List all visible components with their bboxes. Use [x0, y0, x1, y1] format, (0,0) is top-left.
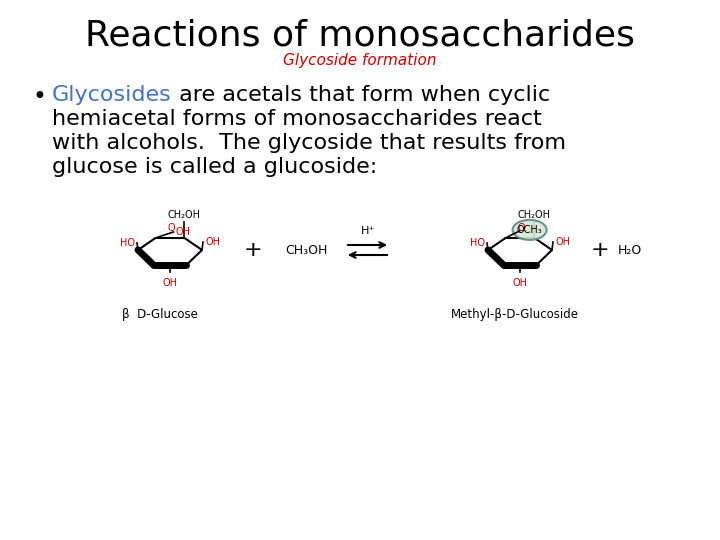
- Text: HO: HO: [470, 238, 485, 248]
- Text: CH₂OH: CH₂OH: [168, 210, 201, 220]
- Text: HO: HO: [120, 238, 135, 248]
- Text: O: O: [167, 223, 175, 233]
- Text: Glycosides: Glycosides: [52, 85, 172, 105]
- Text: are acetals that form when cyclic: are acetals that form when cyclic: [172, 85, 550, 105]
- Text: β  D-Glucose: β D-Glucose: [122, 308, 198, 321]
- Text: CH₂OH: CH₂OH: [518, 210, 551, 220]
- Text: Reactions of monosaccharides: Reactions of monosaccharides: [85, 18, 635, 52]
- Text: OCH₃: OCH₃: [517, 225, 542, 235]
- Text: OH: OH: [176, 227, 191, 237]
- Text: H⁺: H⁺: [361, 226, 374, 236]
- Text: hemiacetal forms of monosaccharides react: hemiacetal forms of monosaccharides reac…: [52, 109, 541, 129]
- Text: Methyl-β-D-Glucoside: Methyl-β-D-Glucoside: [451, 308, 579, 321]
- Text: •: •: [32, 85, 46, 109]
- Text: OH: OH: [205, 237, 220, 247]
- Text: glucose is called a glucoside:: glucose is called a glucoside:: [52, 157, 377, 177]
- Ellipse shape: [513, 220, 546, 240]
- Text: Glycoside formation: Glycoside formation: [283, 52, 437, 68]
- Text: O: O: [517, 223, 525, 233]
- Text: with alcohols.  The glycoside that results from: with alcohols. The glycoside that result…: [52, 133, 566, 153]
- Text: CH₃OH: CH₃OH: [285, 244, 328, 256]
- Text: OH: OH: [555, 237, 570, 247]
- Text: +: +: [590, 240, 609, 260]
- Text: OH: OH: [513, 279, 528, 288]
- Text: OH: OH: [163, 279, 178, 288]
- Text: H₂O: H₂O: [618, 244, 642, 256]
- Text: +: +: [243, 240, 262, 260]
